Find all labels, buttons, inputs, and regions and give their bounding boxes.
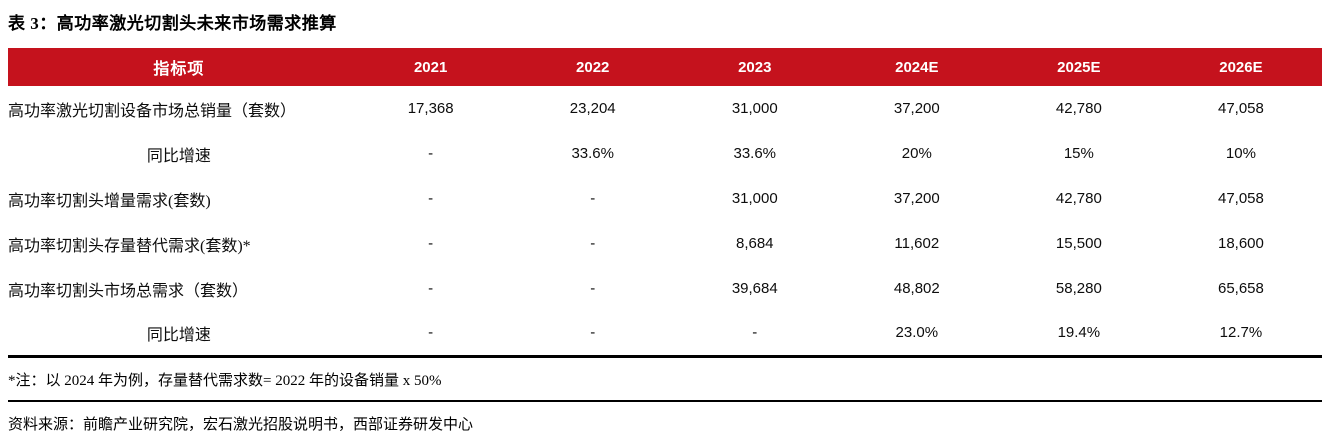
table-row: 高功率切割头增量需求(套数) - - 31,000 37,200 42,780 … — [8, 176, 1322, 221]
cell-value: 12.7% — [1219, 324, 1263, 342]
cell-value: 39,684 — [731, 280, 778, 297]
cell-value: 31,000 — [731, 100, 778, 117]
cell-value: - — [590, 280, 596, 297]
cell-value: 17,368 — [407, 100, 454, 117]
cell-value: 15,500 — [1055, 235, 1102, 252]
cell-value: 8,684 — [735, 235, 774, 252]
table-row: 同比增速 - - - 23.0% 19.4% 12.7% — [8, 311, 1322, 356]
cell-value: 18,600 — [1217, 235, 1264, 252]
cell-value: - — [428, 145, 434, 162]
cell-value: 37,200 — [893, 190, 940, 207]
col-header-2025e: 2025E — [997, 48, 1160, 86]
cell-value: - — [428, 190, 434, 207]
source-note: 资料来源：前瞻产业研究院，宏石激光招股说明书，西部证券研发中心 — [8, 416, 474, 433]
row-label: 同比增速 — [146, 147, 211, 165]
table-row: 高功率切割头存量替代需求(套数)* - - 8,684 11,602 15,50… — [8, 221, 1322, 266]
footnote: *注：以 2024 年为例，存量替代需求数= 2022 年的设备销量 x 50% — [8, 358, 1322, 402]
cell-value: 47,058 — [1217, 190, 1264, 207]
cell-value: 31,000 — [731, 190, 778, 207]
cell-value: 42,780 — [1055, 190, 1102, 207]
cell-value: 19.4% — [1057, 324, 1101, 342]
page-title: 表 3：高功率激光切割头未来市场需求推算 — [8, 14, 337, 33]
cell-value: 10% — [1225, 145, 1256, 162]
cell-value: 11,602 — [894, 235, 940, 252]
cell-value: - — [752, 324, 758, 342]
cell-value: 65,658 — [1217, 280, 1264, 297]
row-label: 高功率切割头增量需求(套数) — [8, 192, 211, 210]
cell-value: 48,802 — [893, 280, 940, 297]
cell-value: - — [590, 190, 596, 207]
row-label: 高功率切割头存量替代需求(套数)* — [8, 237, 251, 255]
cell-value: - — [428, 280, 434, 297]
table-row: 高功率激光切割设备市场总销量（套数） 17,368 23,204 31,000 … — [8, 86, 1322, 131]
cell-value: 20% — [901, 145, 932, 162]
col-header-2022: 2022 — [511, 48, 674, 86]
cell-value: 23.0% — [895, 324, 939, 342]
cell-value: 33.6% — [733, 145, 777, 162]
row-label: 高功率激光切割设备市场总销量（套数） — [8, 102, 297, 120]
cell-value: 37,200 — [893, 100, 940, 117]
col-header-indicator: 指标项 — [8, 48, 350, 86]
row-label: 高功率切割头市场总需求（套数） — [8, 282, 249, 300]
cell-value: 42,780 — [1055, 100, 1102, 117]
row-label: 同比增速 — [146, 326, 211, 344]
col-header-2024e: 2024E — [835, 48, 998, 86]
cell-value: - — [590, 324, 596, 342]
cell-value: - — [428, 235, 434, 252]
table-row: 高功率切割头市场总需求（套数） - - 39,684 48,802 58,280… — [8, 266, 1322, 311]
cell-value: - — [590, 235, 596, 252]
cell-value: - — [428, 324, 434, 342]
table-header-row: 指标项 2021 2022 2023 2024E 2025E 2026E — [8, 48, 1322, 86]
market-demand-table: 指标项 2021 2022 2023 2024E 2025E 2026E 高功率… — [8, 48, 1322, 358]
col-header-2023: 2023 — [673, 48, 836, 86]
table-row: 同比增速 - 33.6% 33.6% 20% 15% 10% — [8, 131, 1322, 176]
col-header-2026e: 2026E — [1159, 48, 1322, 86]
cell-value: 23,204 — [569, 100, 616, 117]
cell-value: 33.6% — [571, 145, 614, 162]
cell-value: 15% — [1063, 145, 1094, 162]
cell-value: 47,058 — [1217, 100, 1264, 117]
cell-value: 58,280 — [1055, 280, 1102, 297]
col-header-2021: 2021 — [349, 48, 512, 86]
